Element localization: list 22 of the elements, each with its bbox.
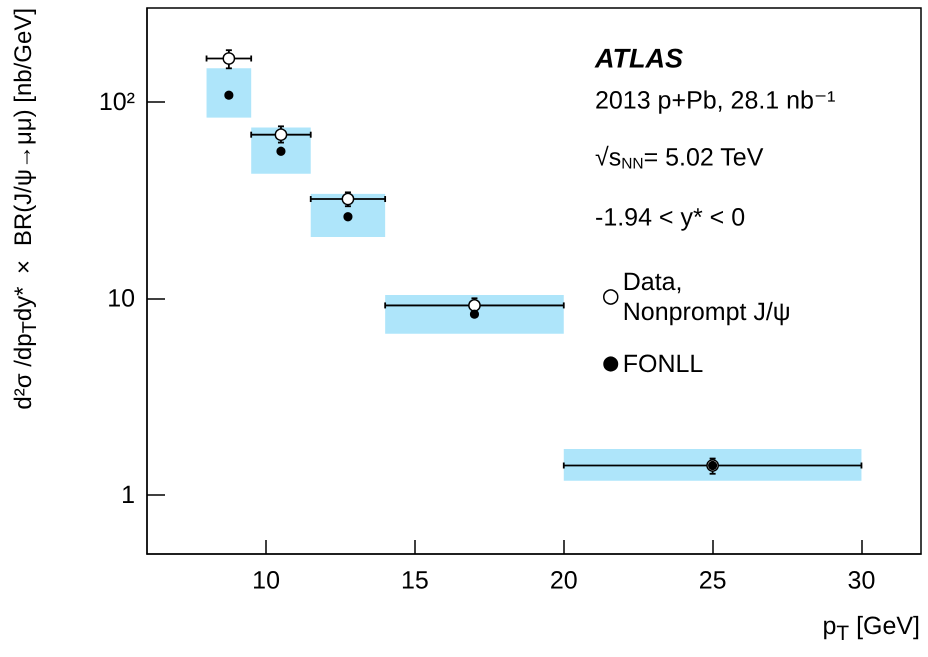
point [274, 128, 288, 142]
y-tick-label: 10² [98, 88, 135, 116]
x-axis-title: p$_{T}$ [GeV] [822, 612, 920, 646]
annotation: -1.94 < y* < 0 [595, 204, 746, 232]
point [343, 212, 352, 222]
point [342, 192, 354, 206]
legend-label: FONLL [622, 350, 704, 378]
point [276, 146, 286, 156]
x-tick-label: 10 [252, 566, 280, 594]
annotation: ATLAS [594, 44, 683, 74]
x-tick-label: 15 [401, 566, 429, 594]
x-tick-label: 20 [550, 566, 578, 594]
point [222, 52, 236, 65]
point [224, 90, 234, 100]
y-tick-label: 10 [107, 284, 135, 312]
annotation: 2013 p+Pb, 28.1 nb⁻¹ [595, 86, 836, 114]
x-tick-label: 30 [848, 566, 876, 594]
legend-label: Data, Nonprompt J/ψ [622, 268, 791, 326]
x-tick-label: 25 [698, 566, 727, 594]
point [470, 310, 480, 319]
y-tick-label: 1 [121, 480, 135, 509]
point [468, 299, 481, 312]
